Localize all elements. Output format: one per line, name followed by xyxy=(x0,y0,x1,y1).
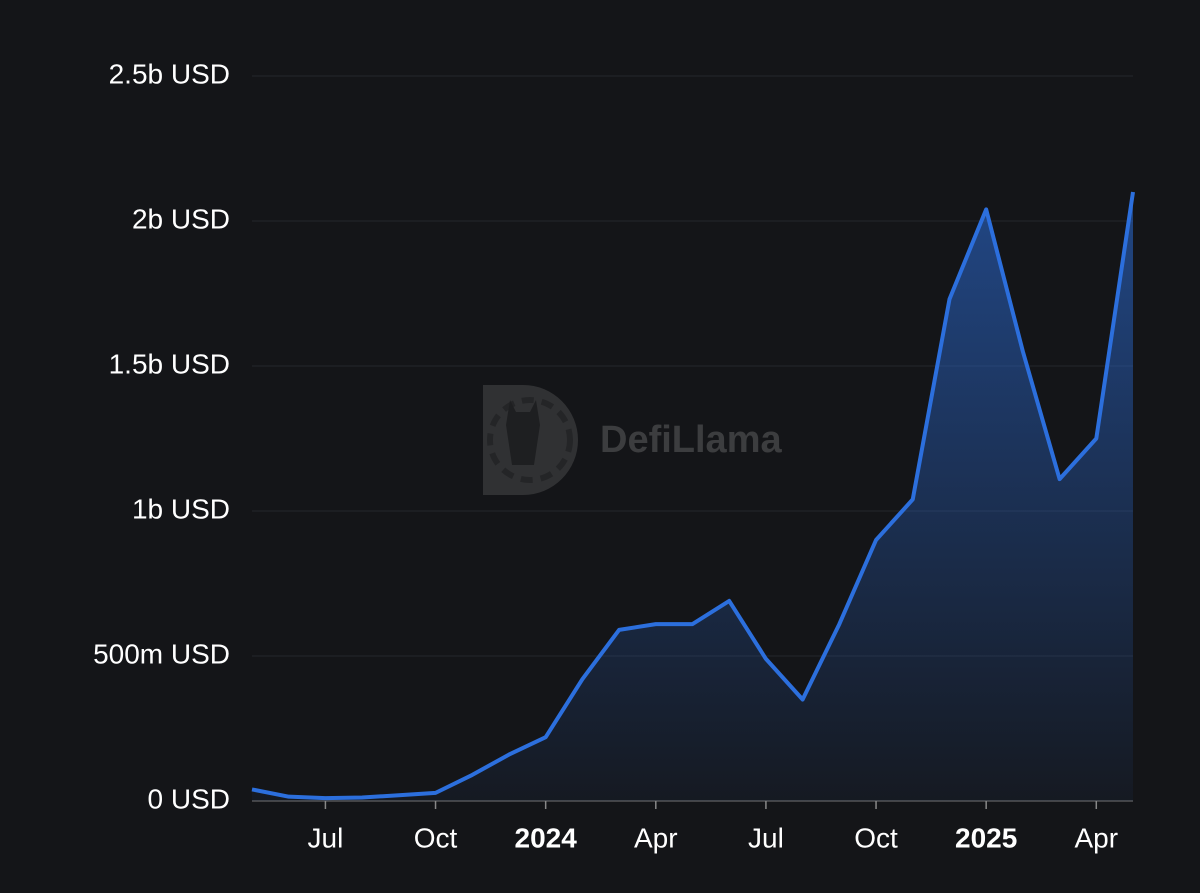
y-tick-label: 2.5b USD xyxy=(109,58,230,89)
x-tick-label: Oct xyxy=(414,822,458,853)
x-tick-label: 2024 xyxy=(515,822,578,853)
watermark-llama xyxy=(506,400,540,465)
y-tick-label: 0 USD xyxy=(148,783,230,814)
y-tick-label: 2b USD xyxy=(132,203,230,234)
y-tick-label: 1.5b USD xyxy=(109,348,230,379)
x-tick-label: 2025 xyxy=(955,822,1017,853)
y-tick-label: 500m USD xyxy=(93,638,230,669)
x-tick-label: Oct xyxy=(854,822,898,853)
area xyxy=(252,192,1133,801)
y-tick-label: 1b USD xyxy=(132,493,230,524)
x-tick-label: Apr xyxy=(634,822,678,853)
watermark-logo xyxy=(483,385,578,495)
x-tick-label: Jul xyxy=(308,822,344,853)
x-tick-label: Jul xyxy=(748,822,784,853)
watermark-text: DefiLlama xyxy=(600,419,782,461)
x-tick-label: Apr xyxy=(1075,822,1119,853)
watermark-ring xyxy=(487,397,573,483)
line xyxy=(251,191,1135,801)
watermark: DefiLlama xyxy=(483,385,782,495)
